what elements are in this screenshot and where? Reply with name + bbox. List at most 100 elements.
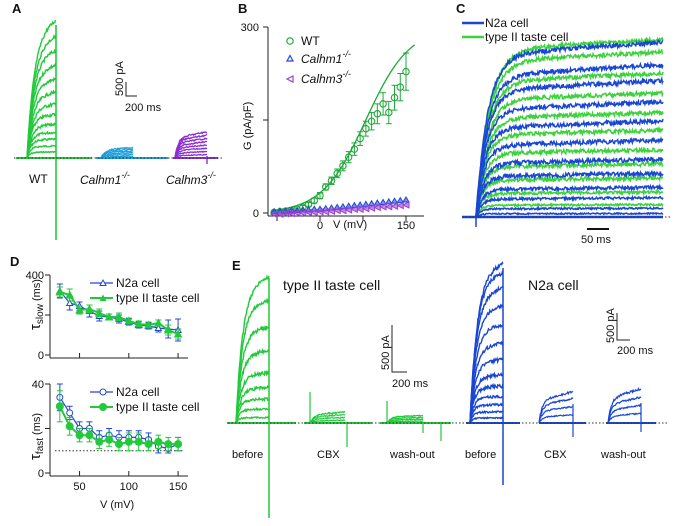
taste-cell-trace	[475, 173, 664, 218]
n2a-cell-trace	[475, 75, 664, 218]
legend-calhm3-sup: -/-	[342, 69, 351, 79]
panel-a-label-calhm1: Calhm1-/-	[80, 170, 130, 187]
panel-b-x-tick-label: 0	[317, 220, 323, 232]
wt-current-trace	[26, 150, 57, 159]
n2a-data-point	[154, 323, 163, 331]
n2a-before-trace	[469, 382, 504, 424]
wt-data-point	[339, 162, 347, 170]
taste-data-point	[124, 437, 133, 446]
n2a-washout-trace	[607, 412, 642, 424]
panel-b-points	[270, 52, 410, 219]
taste-data-point	[144, 320, 153, 329]
taste-data-point	[55, 402, 64, 411]
n2a-before-trace	[469, 402, 504, 424]
n2a-cbx-trace	[538, 397, 574, 424]
calhm3-current-trace	[174, 133, 208, 159]
taste-data-point	[105, 435, 114, 444]
n2a-cell-trace	[475, 98, 664, 218]
calhm3-current-trace	[174, 140, 208, 159]
calhm1-data-point	[373, 199, 382, 206]
taste-data-point	[154, 318, 163, 327]
taste-washout-trace	[386, 416, 424, 424]
taste-data-point	[95, 437, 104, 446]
wt-current-trace	[26, 101, 57, 159]
calhm3-current-trace	[174, 137, 208, 159]
taste-data-point	[173, 329, 183, 338]
wt-current-trace	[26, 144, 57, 159]
panel-d-bottom-y-axis-label: τfast (ms)	[27, 413, 46, 460]
taste-data-point	[65, 290, 75, 299]
panel-c-traces	[462, 35, 664, 227]
panel-e-letter: E	[232, 258, 241, 273]
calhm3-current-trace	[174, 150, 208, 159]
panel-e-taste-scalebar-x-label: 200 ms	[392, 378, 429, 390]
panel-e-n2a-title: N2a cell	[528, 277, 579, 293]
calhm3-superscript: -/-	[207, 170, 216, 180]
calhm3-name: Calhm3	[166, 173, 208, 187]
calhm1-current-trace	[100, 146, 134, 159]
taste-condition-washout: wash-out	[389, 449, 435, 461]
panel-a-scalebar-x-label: 200 ms	[125, 102, 162, 114]
calhm1-data-point	[356, 200, 365, 208]
panel-a-letter: A	[12, 1, 22, 16]
legend-taste-label: type II taste cell	[485, 30, 568, 44]
taste-data-point	[104, 312, 114, 321]
wt-current-trace	[26, 89, 57, 159]
taste-cell-trace	[475, 125, 664, 218]
n2a-washout-trace	[607, 403, 642, 424]
calhm3-current-trace	[174, 153, 208, 159]
tau-symbol-2: τ	[27, 454, 44, 460]
wt-data-point	[356, 134, 364, 143]
panel-d-letter: D	[10, 254, 19, 269]
taste-cbx-trace	[310, 419, 346, 424]
taste-data-point	[94, 308, 104, 317]
taste-data-point	[75, 431, 84, 440]
wt-current-trace	[26, 112, 57, 159]
n2a-before-trace	[469, 356, 504, 424]
calhm1-data-point	[396, 196, 405, 204]
legend-wt-marker-icon	[286, 37, 294, 45]
calhm1-current-trace	[100, 151, 134, 159]
taste-data-point	[144, 440, 153, 449]
legend-n2a-label: N2a cell	[116, 385, 159, 399]
n2a-before-trace	[469, 340, 504, 424]
tau-slow-subscript: slow	[35, 303, 46, 324]
taste-data-point	[55, 287, 65, 296]
legend-taste-label: type II taste cell	[116, 291, 199, 305]
wt-data-point	[402, 67, 410, 76]
legend-n2a-label: N2a cell	[485, 16, 528, 30]
wt-data-point	[333, 169, 341, 178]
taste-data-point	[114, 440, 123, 449]
tau-fast-subscript: fast	[35, 438, 46, 454]
n2a-condition-before: before	[465, 449, 496, 461]
panel-e-taste-title: type II taste cell	[283, 277, 380, 293]
taste-cell-trace	[475, 202, 664, 218]
wt-data-point	[367, 117, 376, 125]
wt-data-point	[327, 177, 336, 185]
calhm3-data-point	[401, 201, 410, 209]
taste-cbx-trace	[309, 410, 346, 424]
calhm1-data-point	[361, 200, 370, 207]
taste-cbx-trace	[309, 413, 346, 424]
tau-fast-unit: (ms)	[31, 413, 43, 435]
taste-cell-trace	[475, 188, 664, 218]
panel-a-label-wt: WT	[29, 172, 48, 186]
panel-b-y-tick-label: 0	[253, 208, 259, 220]
wt-current-trace	[26, 19, 57, 159]
taste-data-point	[75, 305, 84, 314]
y-tick-label: 0	[38, 468, 44, 480]
panel-d-top-y-axis-label: τslow (ms)	[27, 279, 46, 330]
calhm3-current-trace	[174, 147, 208, 159]
n2a-cell-trace	[475, 211, 664, 218]
calhm3-current-trace	[174, 144, 208, 159]
taste-before-trace	[235, 297, 270, 424]
legend-taste-marker-icon	[99, 403, 107, 411]
calhm1-superscript: -/-	[121, 170, 130, 180]
n2a-washout-trace	[607, 387, 642, 424]
panel-e-n2a-scalebar-y-label: 500 pA	[605, 307, 617, 343]
panel-a-scalebar-y-label: 500 pA	[114, 60, 126, 96]
taste-before-trace	[235, 369, 270, 424]
